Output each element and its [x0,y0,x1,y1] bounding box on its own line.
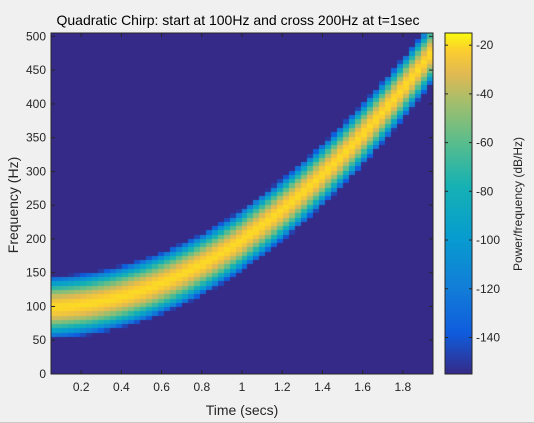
y-tick-label: 450 [26,63,46,77]
x-tick-label: 1 [239,380,246,394]
y-axis: 0 50 100 150 200 250 300 350 400 450 500 [26,29,433,381]
y-tick-label: 400 [26,97,46,111]
y-tick-label: 250 [26,198,46,212]
colorbar-tick-label: -120 [476,282,500,296]
x-axis-label: Time (secs) [206,402,279,418]
x-tick-label: 1.4 [314,380,331,394]
x-tick-label: 1.6 [354,380,371,394]
plot-area [50,32,434,375]
colorbar-tick-label: -140 [476,330,500,344]
x-tick-label: 0.8 [193,380,210,394]
colorbar-tick-label: -80 [476,184,494,198]
colorbar-tick-label: -20 [476,38,494,52]
spectrogram-heatmap [51,33,433,374]
y-tick-label: 100 [26,299,46,313]
x-tick-label: 0.6 [153,380,170,394]
x-axis: 0.2 0.4 0.6 0.8 1 1.2 1.4 1.6 1.8 [73,33,412,394]
y-tick-label: 50 [33,333,47,347]
x-tick-label: 0.2 [73,380,90,394]
colorbar-label: Power/frequency (dB/Hz) [511,137,525,271]
y-tick-label: 200 [26,232,46,246]
y-tick-label: 300 [26,164,46,178]
colorbar-tick-label: -100 [476,233,500,247]
y-tick-label: 0 [39,367,46,381]
colorbar-gradient [444,32,473,375]
y-tick-label: 150 [26,266,46,280]
colorbar-tick-label: -60 [476,136,494,150]
x-tick-label: 0.4 [113,380,130,394]
y-axis-label: Frequency (Hz) [5,157,21,253]
x-tick-label: 1.2 [274,380,291,394]
chart-title: Quadratic Chirp: start at 100Hz and cros… [56,12,419,28]
colorbar-tick-label: -40 [476,87,494,101]
colorbar: -20 -40 -60 -80 -100 -120 -140 [444,32,500,375]
y-tick-label: 350 [26,131,46,145]
y-tick-label: 500 [26,29,46,43]
x-tick-label: 1.8 [394,380,411,394]
